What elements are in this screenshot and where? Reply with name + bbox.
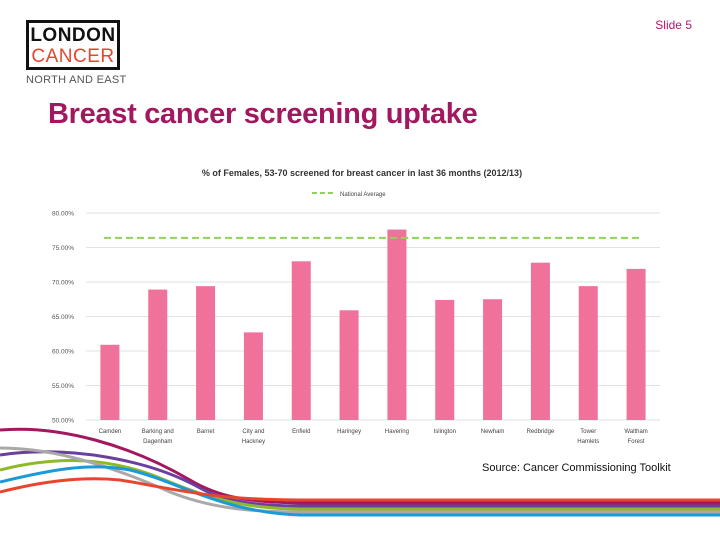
source-note: Source: Cancer Commissioning Toolkit bbox=[482, 462, 671, 474]
x-tick-label: Barking and Dagenham bbox=[142, 429, 174, 445]
bars bbox=[100, 229, 646, 420]
x-axis: Camden Barking and Dagenham Barnet City and H… bbox=[99, 429, 648, 445]
logo-line-2: CANCER bbox=[31, 46, 115, 67]
y-tick-label: 80.00% bbox=[52, 211, 74, 218]
y-axis: 50.00% 55.00% 60.00% 65.00% 70.00% 75.00% 80.0… bbox=[52, 211, 74, 425]
y-tick-label: 60.00% bbox=[52, 349, 74, 356]
slide-number: Slide 5 bbox=[655, 18, 692, 32]
logo: LONDON CANCER bbox=[26, 20, 120, 70]
legend: National Average bbox=[312, 192, 386, 198]
bar bbox=[483, 299, 503, 420]
x-tick-label: Redbridge bbox=[527, 429, 555, 435]
x-tick-label: Haringey bbox=[337, 429, 361, 435]
y-tick-label: 50.00% bbox=[52, 418, 74, 425]
gridlines bbox=[86, 212, 660, 421]
slide-title: Breast cancer screening uptake bbox=[48, 98, 478, 130]
bar bbox=[626, 268, 646, 420]
bar bbox=[387, 229, 407, 420]
bar bbox=[100, 344, 120, 420]
bar bbox=[196, 286, 216, 420]
bar bbox=[530, 262, 550, 420]
bar bbox=[148, 289, 168, 420]
x-tick-label: Enfield bbox=[292, 429, 310, 435]
bar bbox=[578, 286, 598, 420]
y-tick-label: 55.00% bbox=[52, 383, 74, 390]
x-tick-label: Newham bbox=[481, 429, 505, 435]
x-tick-label: Tower Hamlets bbox=[577, 429, 599, 445]
x-tick-label: City and Hackney bbox=[242, 429, 265, 445]
bar bbox=[435, 299, 455, 420]
chart-title: % of Females, 53-70 screened for breast … bbox=[202, 168, 522, 178]
bar bbox=[339, 310, 359, 420]
legend-label: National Average bbox=[340, 192, 386, 198]
logo-line-1: LONDON bbox=[30, 25, 116, 46]
x-tick-label: Camden bbox=[99, 429, 122, 435]
bar bbox=[291, 261, 311, 420]
y-tick-label: 75.00% bbox=[52, 245, 74, 252]
x-tick-label: Islington bbox=[434, 429, 456, 435]
y-tick-label: 65.00% bbox=[52, 314, 74, 321]
x-tick-label: Waltham Forest bbox=[624, 429, 647, 445]
logo-subtitle: NORTH AND EAST bbox=[26, 74, 127, 86]
decorative-waves bbox=[0, 427, 720, 517]
x-tick-label: Barnet bbox=[197, 429, 215, 435]
y-tick-label: 70.00% bbox=[52, 280, 74, 287]
x-tick-label: Havering bbox=[385, 429, 409, 435]
bar bbox=[243, 332, 263, 420]
